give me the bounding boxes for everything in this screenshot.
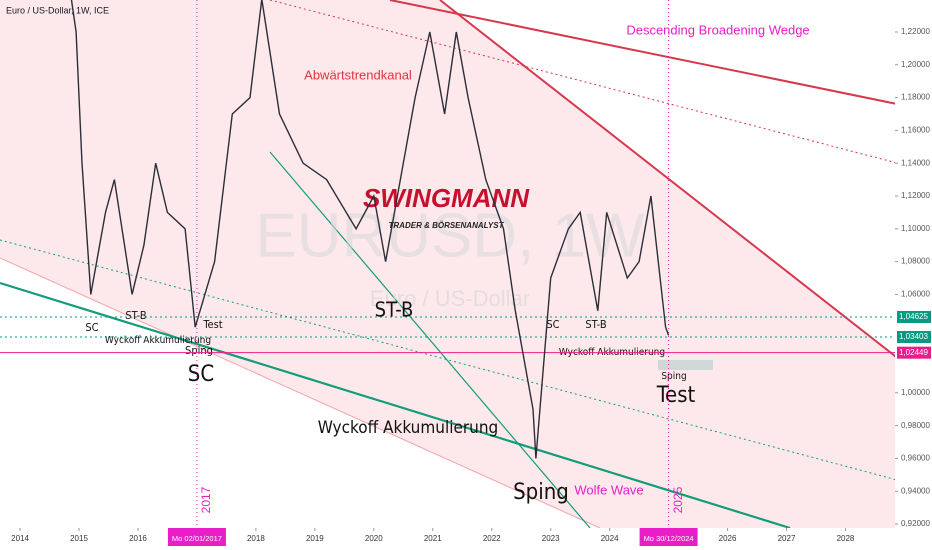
- annotation: Abwärtstrendkanal: [304, 67, 412, 82]
- y-tick-label: 1,06000: [901, 290, 930, 299]
- level-label: 1,04625: [899, 312, 928, 321]
- sping-box: [658, 360, 713, 370]
- marker-year: 2025: [671, 486, 685, 513]
- marker-box: [639, 528, 698, 546]
- annotation: SC: [546, 318, 559, 331]
- annotation: ST-B: [125, 309, 146, 322]
- annotation: Wyckoff Akkumulierung: [318, 418, 499, 438]
- x-tick-label: 2027: [778, 534, 796, 543]
- logo: SWINGMANN: [363, 183, 530, 213]
- y-tick-label: 1,14000: [901, 158, 930, 167]
- x-tick-label: 2028: [837, 534, 855, 543]
- x-tick-label: 2019: [306, 534, 324, 543]
- y-tick-label: 1,08000: [901, 257, 930, 266]
- annotation: Wolfe Wave: [574, 482, 643, 497]
- annotation: Descending Broadening Wedge: [626, 22, 809, 37]
- annotation: Wyckoff Akkumulierung: [105, 335, 211, 346]
- y-tick-label: 1,10000: [901, 224, 930, 233]
- drawings: [0, 0, 932, 530]
- y-tick-label: 1,22000: [901, 27, 930, 36]
- level-label: 1,03403: [899, 332, 928, 341]
- annotation: Sping: [185, 344, 213, 357]
- x-tick-label: 2022: [483, 534, 501, 543]
- y-tick-label: 1,00000: [901, 388, 930, 397]
- x-tick-label: 2021: [424, 534, 442, 543]
- annotation: ST-B: [375, 298, 414, 322]
- x-tick-label: 2014: [11, 534, 29, 543]
- marker-label: Mo 30/12/2024: [644, 534, 694, 543]
- annotation: SC: [85, 321, 98, 334]
- x-tick-label: 2016: [129, 534, 147, 543]
- annotation: Test: [656, 383, 696, 408]
- x-tick-label: 2024: [601, 534, 619, 543]
- price-line: [70, 0, 670, 459]
- logo-tagline: TRADER & BÖRSENANALYST: [389, 221, 505, 230]
- x-tick-label: 2015: [70, 534, 88, 543]
- marker-label: Mo 02/01/2017: [172, 534, 222, 543]
- x-tick-label: 2020: [365, 534, 383, 543]
- y-tick-label: 1,20000: [901, 60, 930, 69]
- annotation: Sping: [513, 480, 569, 505]
- marker-box: [167, 528, 226, 546]
- annotations: Descending Broadening Wedge Abwärtstrend…: [85, 22, 809, 505]
- y-tick-label: 1,12000: [901, 191, 930, 200]
- x-tick-label: 2023: [542, 534, 560, 543]
- level-label: 1,02449: [899, 348, 928, 357]
- level-box: [897, 331, 931, 344]
- level-box: [897, 310, 931, 323]
- price-axis: [895, 0, 932, 550]
- annotation: Sping: [661, 371, 686, 382]
- x-tick-label: 2026: [719, 534, 737, 543]
- y-tick-label: 0,98000: [901, 421, 930, 430]
- y-tick-label: 1,18000: [901, 93, 930, 102]
- level-box: [897, 346, 931, 359]
- annotation: SC: [188, 362, 214, 387]
- chart-title: Euro / US-Dollar, 1W, ICE: [6, 5, 109, 15]
- marker-year: 2017: [199, 486, 213, 513]
- time-axis: [0, 528, 932, 550]
- x-tick-label: 2018: [247, 534, 265, 543]
- y-tick-label: 0,92000: [901, 519, 930, 528]
- y-tick-label: 1,16000: [901, 126, 930, 135]
- annotation: Test: [202, 318, 222, 331]
- watermark-sub: Euro / US-Dollar: [370, 286, 530, 311]
- y-tick-label: 0,96000: [901, 454, 930, 463]
- annotation: ST-B: [585, 318, 606, 331]
- y-tick-label: 0,94000: [901, 486, 930, 495]
